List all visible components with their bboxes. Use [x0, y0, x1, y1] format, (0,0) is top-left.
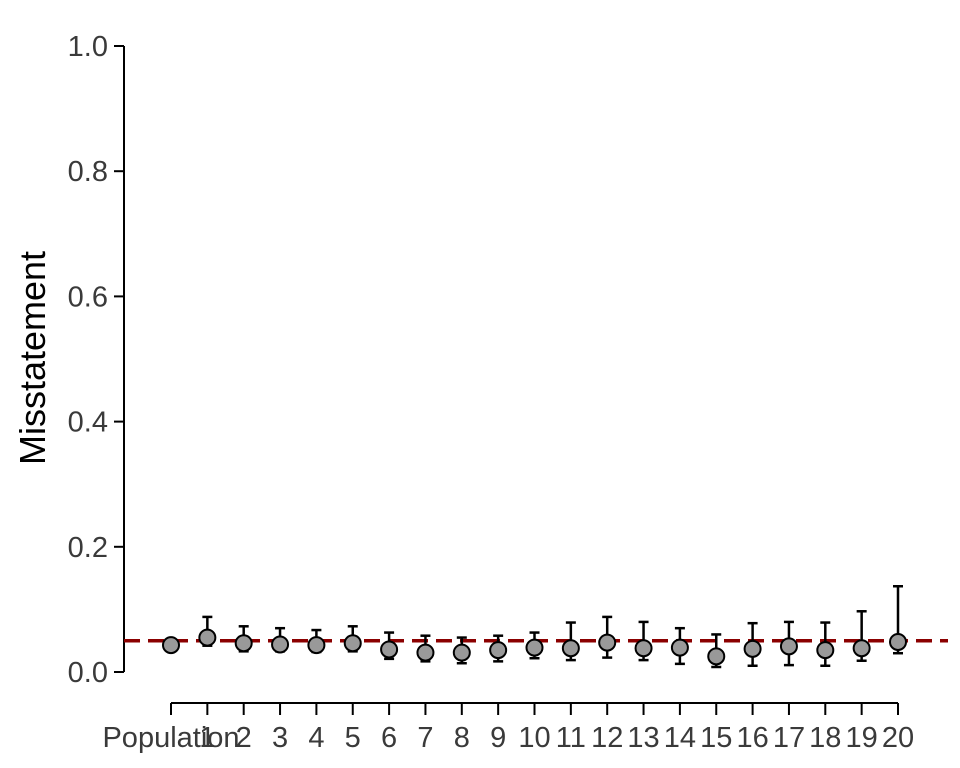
data-point: [452, 643, 471, 662]
data-point: [271, 635, 290, 654]
x-tick-label: 20: [882, 722, 914, 754]
data-point: [307, 636, 326, 655]
x-tick-label: 8: [454, 722, 470, 754]
x-tick-label: 2: [236, 722, 252, 754]
y-tick-label: 0.2: [68, 532, 108, 564]
data-point: [416, 643, 435, 662]
y-axis-title: Misstatement: [12, 251, 53, 465]
x-tick-label: 16: [736, 722, 768, 754]
data-point: [707, 647, 726, 666]
x-tick-label: 19: [846, 722, 878, 754]
data-point: [561, 639, 580, 658]
x-tick-label: 10: [518, 722, 550, 754]
data-point: [198, 628, 217, 647]
x-tick-label: 17: [773, 722, 805, 754]
x-tick-label: 5: [345, 722, 361, 754]
x-tick-label: 4: [308, 722, 324, 754]
data-point: [489, 641, 508, 660]
data-point: [852, 639, 871, 658]
error-bars: [202, 584, 903, 669]
y-axis: 0.0 0.2 0.4 0.6 0.8 1.0: [68, 31, 125, 689]
x-tick-label: 13: [627, 722, 659, 754]
data-point: [889, 632, 907, 651]
data-point: [743, 639, 762, 658]
x-tick-label: 18: [809, 722, 841, 754]
x-tick-label: Population: [102, 722, 239, 754]
x-tick-label: 15: [700, 722, 732, 754]
y-tick-label: 0.6: [68, 281, 108, 313]
data-point: [598, 633, 617, 652]
data-point: [670, 638, 689, 657]
data-point: [380, 640, 399, 659]
x-tick-label: 9: [490, 722, 506, 754]
x-tick-label: 11: [556, 722, 586, 754]
y-tick-label: 0.4: [68, 407, 108, 439]
x-tick-label: 14: [664, 722, 696, 754]
y-tick-label: 1.0: [68, 31, 108, 63]
data-points: [162, 628, 907, 666]
data-point: [779, 637, 798, 656]
x-tick-label: 7: [417, 722, 433, 754]
x-tick-label: 6: [381, 722, 397, 754]
data-point: [343, 634, 362, 653]
data-point: [525, 638, 544, 657]
y-tick-label: 0.8: [68, 156, 108, 188]
data-point: [634, 639, 653, 658]
data-point: [162, 636, 180, 655]
data-point: [234, 634, 253, 653]
x-tick-label: 3: [272, 722, 288, 754]
y-tick-label: 0.0: [68, 657, 108, 689]
data-point: [816, 641, 835, 660]
x-tick-label: 12: [591, 722, 623, 754]
x-tick-label: 1: [199, 722, 215, 754]
